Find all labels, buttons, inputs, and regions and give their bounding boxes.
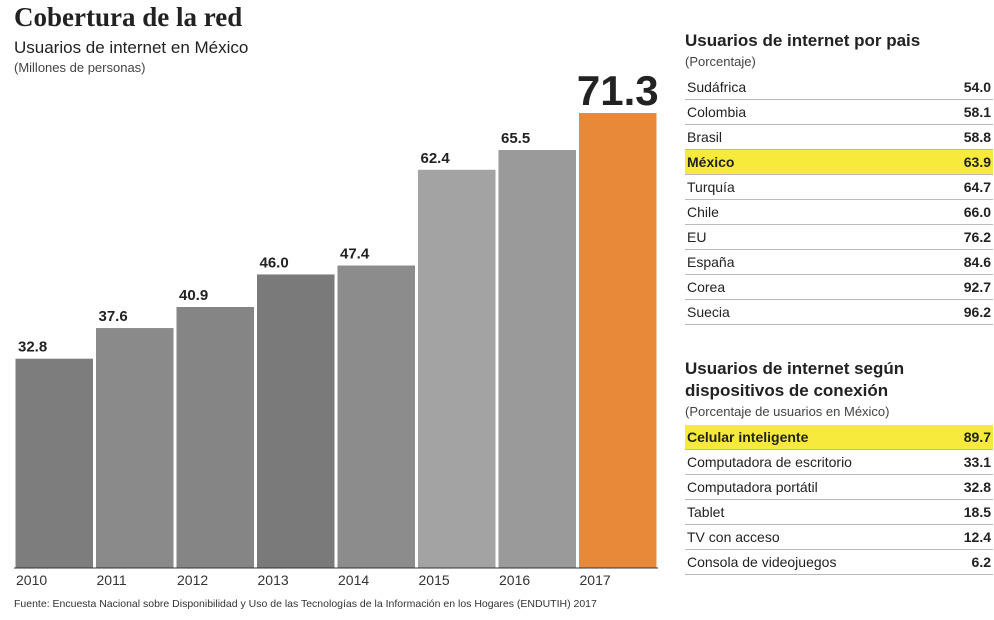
row-label: Celular inteligente	[687, 429, 809, 445]
chart-title: Cobertura de la red	[14, 2, 243, 32]
x-tick-label: 2014	[338, 572, 369, 588]
row-value: 89.7	[963, 429, 991, 445]
table-row: TV con acceso 12.4	[685, 525, 993, 550]
source-note: Fuente: Encuesta Nacional sobre Disponib…	[14, 598, 597, 610]
unit-note: (Millones de personas)	[14, 60, 146, 75]
row-value: 92.7	[963, 279, 991, 295]
x-tick-label: 2015	[419, 572, 450, 588]
table-title: Usuarios de internet según dispositivos …	[685, 359, 905, 400]
row-label: Corea	[687, 279, 726, 295]
bar	[176, 306, 254, 568]
table-row: Turquía 64.7	[685, 175, 993, 200]
bar	[579, 113, 657, 568]
table-row: España 84.6	[685, 250, 993, 275]
table-title: Usuarios de internet por pais	[685, 31, 921, 50]
row-value: 64.7	[963, 179, 991, 195]
data-label: 40.9	[179, 287, 208, 304]
data-label: 46.0	[260, 254, 289, 271]
bar	[418, 169, 496, 568]
chart-subtitle: Usuarios de internet en México	[14, 38, 249, 57]
row-label: EU	[687, 229, 707, 245]
table-subtitle: (Porcentaje)	[685, 54, 756, 69]
row-label: Computadora de escritorio	[687, 454, 852, 470]
x-tick-label: 2010	[16, 572, 47, 588]
row-value: 76.2	[963, 229, 991, 245]
row-label: México	[687, 154, 735, 170]
row-label: Suecia	[687, 304, 730, 320]
row-label: Turquía	[687, 179, 735, 195]
row-label: Tablet	[687, 504, 725, 520]
row-label: Brasil	[687, 129, 723, 145]
row-label: Consola de videojuegos	[687, 554, 837, 570]
table-row: Celular inteligente 89.7	[685, 425, 993, 450]
row-label: TV con acceso	[687, 529, 780, 545]
chart: 32.8 2010 37.6 2011 40.9 2012 46.0 2013 47.4 2014…	[14, 67, 659, 588]
row-value: 54.0	[963, 79, 991, 95]
table-row: Computadora de escritorio 33.1	[685, 450, 993, 475]
table-row: Corea 92.7	[685, 275, 993, 300]
table-subtitle: (Porcentaje de usuarios en México)	[685, 404, 890, 419]
row-label: Colombia	[687, 104, 747, 120]
row-value: 63.9	[963, 154, 991, 170]
table-row: Suecia 96.2	[685, 300, 993, 325]
x-tick-label: 2017	[580, 572, 611, 588]
x-tick-label: 2012	[177, 572, 208, 588]
data-label: 65.5	[501, 130, 530, 147]
row-label: Sudáfrica	[687, 79, 747, 95]
row-value: 58.1	[963, 104, 991, 120]
bar	[337, 265, 415, 568]
table-row: Chile 66.0	[685, 200, 993, 225]
table-row: Sudáfrica 54.0	[685, 75, 993, 100]
bar	[498, 150, 576, 568]
row-value: 84.6	[963, 254, 991, 270]
bar	[257, 274, 335, 568]
table-row: Tablet 18.5	[685, 500, 993, 525]
data-label: 71.3	[577, 67, 659, 114]
row-value: 6.2	[971, 554, 991, 570]
row-label: España	[687, 254, 735, 270]
row-value: 58.8	[963, 129, 991, 145]
row-value: 18.5	[963, 504, 991, 520]
table-row: Brasil 58.8	[685, 125, 993, 150]
data-label: 47.4	[340, 246, 370, 263]
row-label: Computadora portátil	[687, 479, 818, 495]
table-row: Consola de videojuegos 6.2	[685, 550, 993, 575]
data-label: 37.6	[99, 308, 128, 325]
row-value: 12.4	[963, 529, 991, 545]
row-value: 32.8	[963, 479, 991, 495]
table-row: Colombia 58.1	[685, 100, 993, 125]
table-row: Computadora portátil 32.8	[685, 475, 993, 500]
bar	[15, 358, 93, 568]
row-value: 96.2	[963, 304, 991, 320]
x-tick-label: 2016	[499, 572, 530, 588]
table-row: EU 76.2	[685, 225, 993, 250]
table: Usuarios de internet por pais (Porcentaje…	[685, 30, 993, 325]
data-label: 62.4	[421, 150, 451, 167]
table: Usuarios de internet según dispositivos …	[685, 358, 993, 575]
row-value: 66.0	[963, 204, 991, 220]
row-label: Chile	[687, 204, 719, 220]
x-tick-label: 2013	[258, 572, 289, 588]
bar	[96, 328, 174, 568]
x-tick-label: 2011	[97, 572, 127, 588]
data-label: 32.8	[18, 339, 47, 356]
table-row: México 63.9	[685, 150, 993, 175]
row-value: 33.1	[963, 454, 991, 470]
